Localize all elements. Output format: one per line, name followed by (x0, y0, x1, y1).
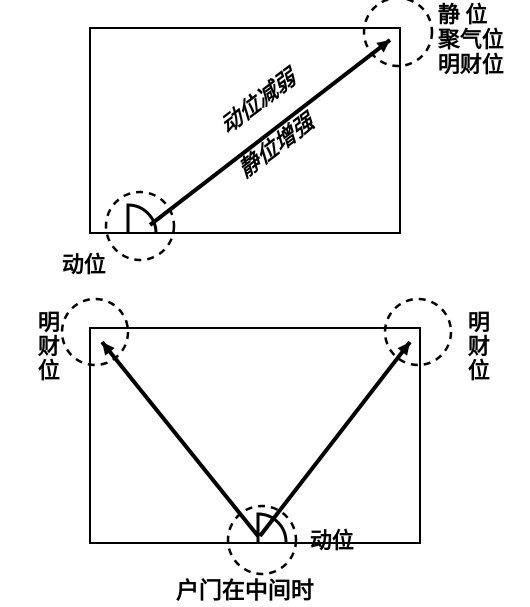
caption: 户门在中间时 (176, 577, 314, 603)
label-jingwei-line3: 明财位 (438, 52, 504, 77)
label-mingcaiwei-left-char1: 明 (38, 310, 60, 335)
position-marker (106, 192, 174, 260)
arrow-line (260, 342, 410, 536)
label-jingwei-line1: 静 位 (438, 2, 488, 27)
label-dongwei-2: 动位 (310, 528, 354, 553)
arrow-line (150, 40, 390, 225)
label-mingcaiwei-left-char2: 财 (38, 334, 60, 359)
label-jingwei-line2: 聚气位 (437, 27, 504, 52)
label-dongwei-1: 动位 (62, 252, 106, 277)
room-outline-1 (90, 28, 400, 233)
label-mingcaiwei-right-char1: 明 (468, 310, 490, 335)
arrow-line (102, 342, 258, 536)
label-mingcaiwei-left-char3: 位 (38, 358, 60, 383)
position-marker (385, 299, 451, 365)
room-outline-2 (90, 328, 420, 543)
label-mingcaiwei-right-char3: 位 (468, 358, 490, 383)
position-marker (62, 299, 128, 365)
position-marker (364, 0, 432, 66)
label-mingcaiwei-right-char2: 财 (468, 334, 490, 359)
door-icon (128, 205, 156, 233)
